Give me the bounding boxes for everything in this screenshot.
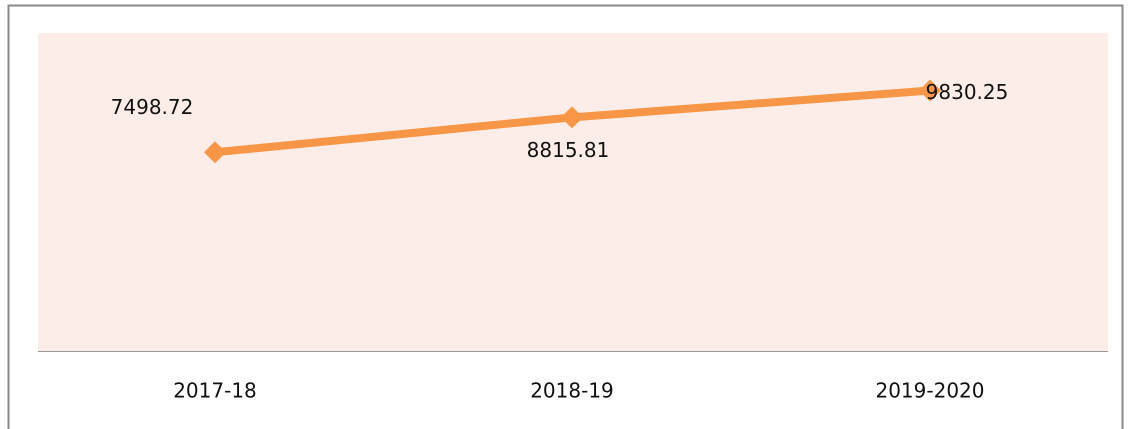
x-tick-label: 2018-19 (530, 379, 614, 403)
data-label: 7498.72 (111, 95, 194, 119)
x-tick-label: 2017-18 (173, 379, 257, 403)
data-label: 9830.25 (926, 80, 1009, 104)
marker (919, 79, 941, 102)
marker (204, 141, 226, 164)
x-tick-label: 2019-2020 (875, 379, 984, 403)
marker (561, 106, 583, 129)
frame (7, 4, 1124, 429)
data-label: 8815.81 (527, 138, 610, 162)
